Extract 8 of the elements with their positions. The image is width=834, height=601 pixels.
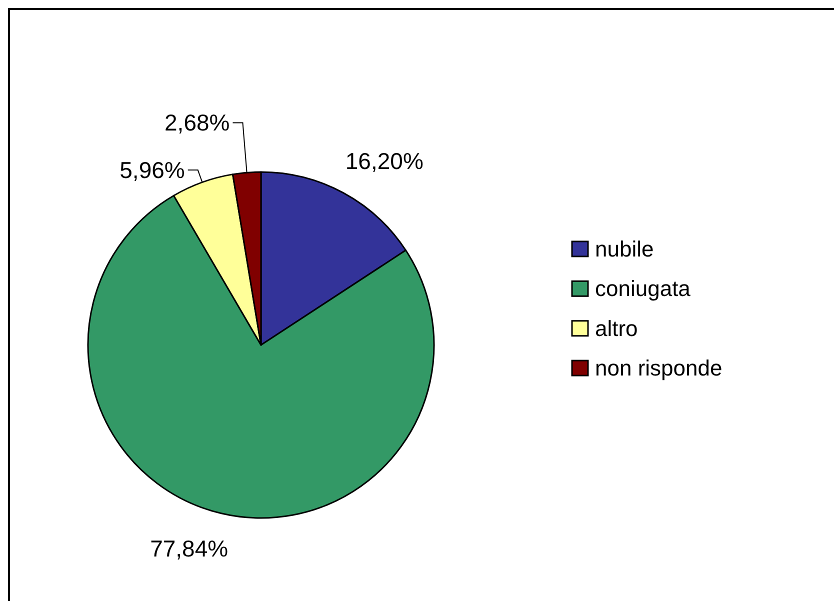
legend-label: altro [595, 316, 638, 341]
data-label: 5,96% [120, 157, 185, 184]
legend-label: coniugata [595, 276, 692, 302]
data-label: 77,84% [150, 535, 228, 562]
data-label: 16,20% [345, 148, 424, 174]
data-label: 2,68% [164, 110, 230, 136]
legend-label: non risponde [595, 356, 722, 381]
legend-label: nubile [595, 236, 654, 262]
